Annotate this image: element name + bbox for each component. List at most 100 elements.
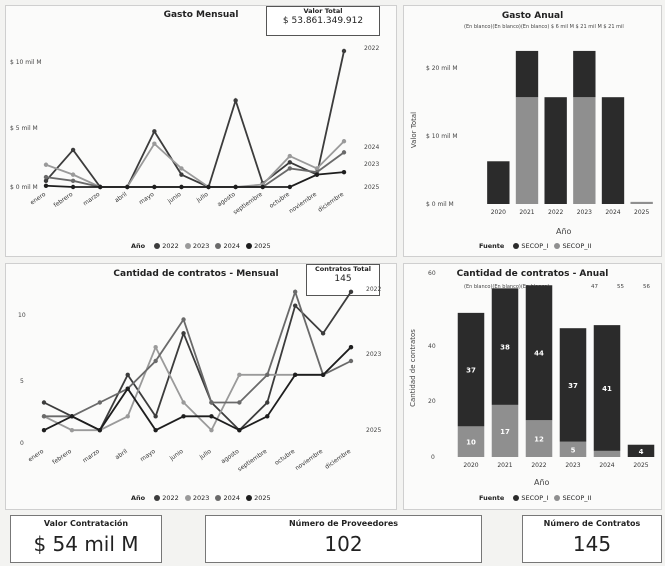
data-point-2023 <box>341 139 347 144</box>
valor-total-value: $ 53.861.349.912 <box>282 16 364 26</box>
data-point-2022 <box>153 414 158 419</box>
x-tick-label: agosto <box>220 448 241 466</box>
x-tick-label: julio <box>195 191 210 205</box>
numero-proveedores-value: 102 <box>324 532 363 556</box>
data-point-2022 <box>179 172 184 177</box>
bar-secop2 <box>593 450 621 457</box>
data-point-2025 <box>209 414 214 419</box>
legend-title: Año <box>131 242 146 250</box>
numero-contratos-label: Número de Contratos <box>543 519 641 528</box>
contratos-anual-title: Cantidad de contratos - Anual <box>456 269 609 279</box>
data-point-2024 <box>348 358 354 364</box>
data-point-2023 <box>181 400 186 405</box>
valor-contratacion-card[interactable]: Valor Contratación $ 54 mil M <box>10 515 162 563</box>
x-tick-label: 2022 <box>531 462 546 469</box>
data-point-2022 <box>125 372 130 378</box>
x-tick-label: 2024 <box>605 209 620 216</box>
contratos-anual-subtitle: (En blanco)(En blanco)(En blanco) <box>464 284 550 290</box>
gasto-mensual-title: Gasto Mensual <box>163 10 239 20</box>
top-value: 55 <box>617 284 624 290</box>
legend-swatch-2022 <box>154 495 161 501</box>
data-point-2025 <box>153 427 158 433</box>
data-point-2023 <box>209 427 214 433</box>
legend-swatch-secop2 <box>554 495 561 501</box>
legend-swatch-2024 <box>215 243 222 249</box>
bar-secop2 <box>457 426 485 457</box>
data-point-2025 <box>125 184 130 190</box>
x-tick-label: diciembre <box>324 448 353 471</box>
contratos-mensual-chart: enero febrero marzo abril mayo junio julio agos… <box>27 289 354 473</box>
data-point-2023 <box>43 162 49 167</box>
legend-item: SECOP_I <box>521 242 549 250</box>
bar-secop1 <box>544 97 567 204</box>
legend-swatch-2023 <box>184 495 191 501</box>
legend-item: SECOP_II <box>562 242 592 250</box>
gasto-mensual-chart: enero febrero marzo abril mayo junio julio agos… <box>29 48 347 216</box>
contratos-mensual-panel: Cantidad de contratos - Mensual Contrato… <box>5 263 397 510</box>
bar-secop1 <box>593 325 621 451</box>
data-point-2024 <box>209 400 214 405</box>
x-tick-label: 2023 <box>577 209 592 216</box>
legend-item: 2022 <box>162 494 179 502</box>
series-end-label: 2023 <box>366 351 382 358</box>
x-tick-label: septiembre <box>232 191 264 216</box>
data-point-2025 <box>292 372 298 378</box>
data-point-2024 <box>43 174 49 180</box>
bar-secop1 <box>487 161 510 204</box>
legend-swatch-2025 <box>246 495 253 501</box>
bar-secop2 <box>573 97 596 204</box>
top-value: 56 <box>643 284 650 290</box>
x-tick-label: octubre <box>273 448 296 467</box>
x-tick-label: 2020 <box>491 209 506 216</box>
bar-data-label: 37 <box>466 367 476 375</box>
x-tick-label: septiembre <box>237 448 269 473</box>
data-point-2024 <box>341 150 347 155</box>
data-point-2024 <box>265 372 270 378</box>
data-point-2025 <box>314 172 320 177</box>
bar-secop2 <box>559 441 587 457</box>
data-point-2022 <box>152 129 157 134</box>
x-tick-label: noviembre <box>294 448 325 472</box>
data-point-2023 <box>125 414 130 419</box>
y-tick: $ 20 mil M <box>426 65 458 72</box>
x-axis-label: Año <box>534 478 550 487</box>
series-line-2025 <box>45 171 345 188</box>
data-point-2022 <box>265 400 270 405</box>
series-end-label: 2025 <box>366 427 382 434</box>
gasto-anual-legend: Fuente SECOP_I SECOP_II <box>479 242 591 250</box>
bar-secop1 <box>627 444 655 457</box>
legend-swatch-secop1 <box>513 243 520 249</box>
bar-secop2 <box>491 404 519 457</box>
x-tick-label: 2020 <box>463 462 478 469</box>
numero-proveedores-label: Número de Proveedores <box>288 519 399 528</box>
legend-item: 2024 <box>223 494 240 502</box>
bar-secop2 <box>630 201 653 204</box>
bar-data-label: 38 <box>500 344 510 352</box>
contratos-total-box[interactable]: Contratos Total 145 <box>306 264 380 296</box>
data-point-2023 <box>287 153 293 159</box>
data-point-2024 <box>287 166 293 171</box>
numero-proveedores-card[interactable]: Número de Proveedores 102 <box>205 515 482 563</box>
x-tick-label: octubre <box>268 191 291 210</box>
x-tick-label: noviembre <box>288 191 319 215</box>
data-point-2025 <box>97 184 103 190</box>
legend-swatch-secop1 <box>513 495 520 501</box>
y-tick: 40 <box>428 343 436 350</box>
bar-data-label: 17 <box>500 428 510 436</box>
x-tick-label: enero <box>27 448 45 464</box>
legend-item: 2023 <box>192 242 210 250</box>
numero-contratos-card[interactable]: Número de Contratos 145 <box>522 515 662 563</box>
top-value: 47 <box>591 284 598 290</box>
data-point-2025 <box>287 184 293 190</box>
valor-total-box[interactable]: Valor Total $ 53.861.349.912 <box>266 6 380 36</box>
x-tick-label: 2023 <box>565 462 580 469</box>
gasto-anual-panel: Gasto Anual (En blanco)(En blanco)(En bl… <box>403 5 662 257</box>
data-point-2025 <box>125 386 130 391</box>
x-tick-label: abril <box>114 191 129 205</box>
gasto-mensual-legend: Año 2022 2023 2024 2025 <box>131 242 271 250</box>
data-point-2025 <box>70 184 76 190</box>
x-tick-label: diciembre <box>317 191 346 214</box>
bar-secop1 <box>491 288 519 405</box>
legend-swatch-2022 <box>154 243 161 249</box>
x-tick-label: marzo <box>82 191 102 208</box>
